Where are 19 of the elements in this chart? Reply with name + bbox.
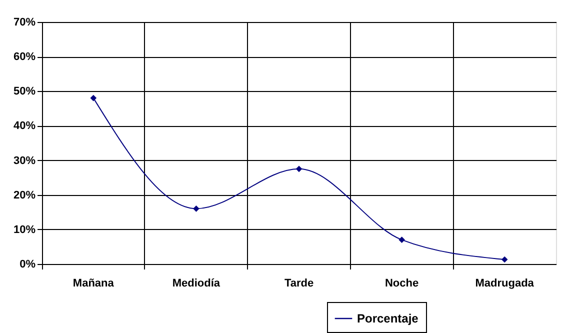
y-tick-label: 10% [13,224,36,236]
point [90,94,97,102]
x-tick-label: Madrugada [475,278,535,290]
y-tick-label: 30% [13,154,36,167]
x-tick-label: Noche [384,278,419,290]
y-tick-label: 40% [13,120,36,132]
point [193,206,200,212]
y-tick-label: 50% [13,86,36,98]
x-tick-label: Mañana [72,278,115,290]
x-tick-label: Mediodía [172,278,221,290]
legend-label: Porcentaje [357,312,419,326]
point [398,236,405,243]
y-tick-label: 20% [13,189,36,202]
y-tick-label: 0% [20,258,36,270]
x-tick-label: Tarde [284,278,314,290]
point [501,256,508,263]
point [296,166,302,172]
y-tick-label: 70% [13,16,36,28]
y-tick-label: 60% [13,51,36,64]
